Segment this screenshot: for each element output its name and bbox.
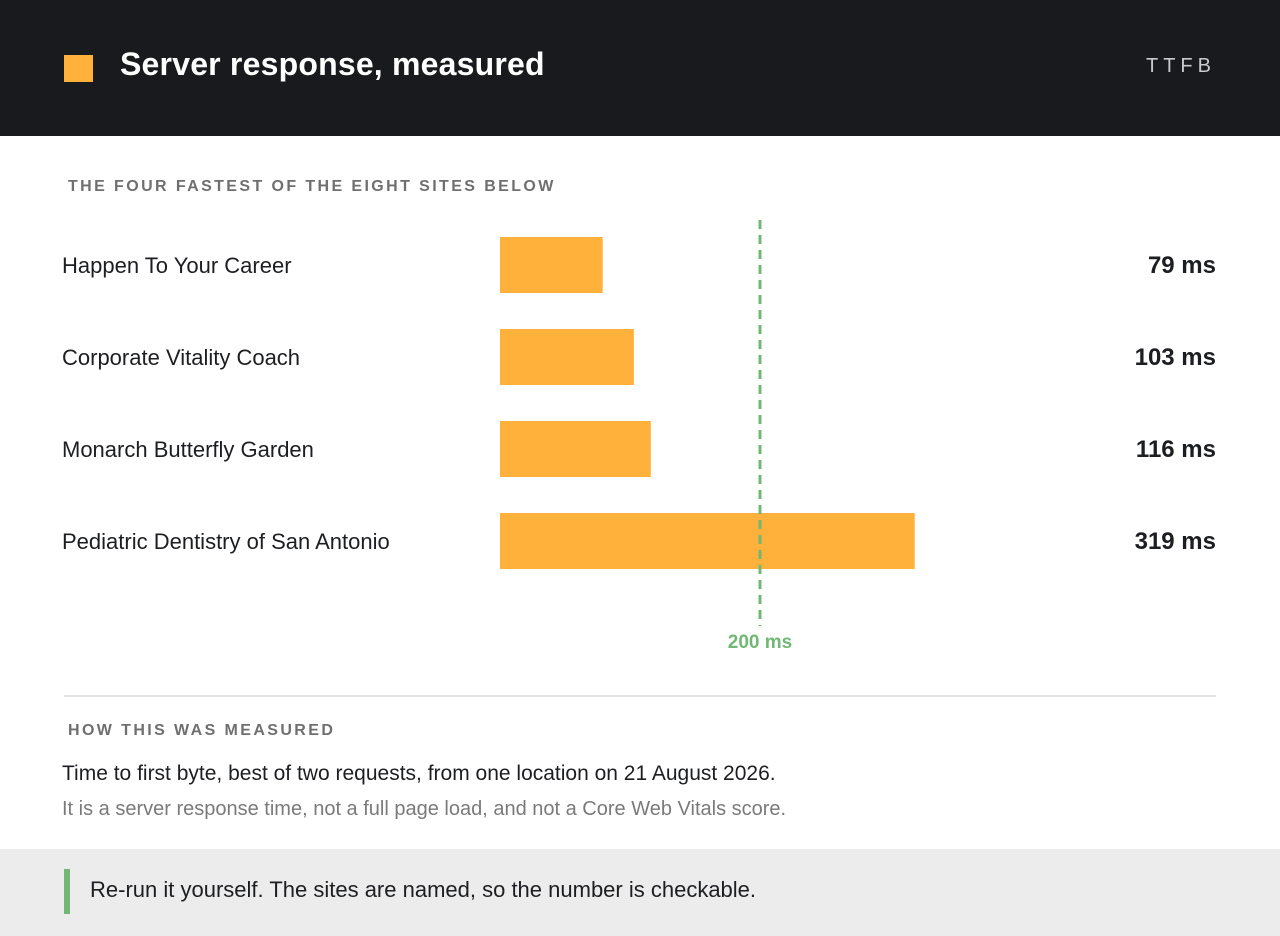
method-section-label: HOW THIS WAS MEASURED (68, 722, 336, 739)
bar-value-label: 79 ms (1148, 252, 1216, 279)
bar (500, 421, 651, 477)
method-caveat: It is a server response time, not a full… (62, 798, 787, 820)
header: Server response, measured TTFB (0, 0, 1280, 136)
bar-category-label: Happen To Your Career (62, 253, 292, 278)
bar-category-label: Monarch Butterfly Garden (62, 437, 314, 462)
chart-section-label: THE FOUR FASTEST OF THE EIGHT SITES BELO… (68, 178, 556, 195)
accent-square-icon (64, 55, 93, 82)
bar-category-label: Corporate Vitality Coach (62, 345, 300, 370)
callout-accent-bar (64, 869, 70, 914)
footer-callout: Re-run it yourself. The sites are named,… (0, 849, 1280, 936)
section-divider (64, 695, 1216, 697)
page-title: Server response, measured (120, 46, 545, 82)
method-description: Time to first byte, best of two requests… (62, 762, 776, 785)
header-tag: TTFB (1146, 55, 1216, 77)
bar-value-label: 116 ms (1136, 436, 1216, 463)
bar (500, 237, 603, 293)
bar (500, 329, 634, 385)
bar-category-label: Pediatric Dentistry of San Antonio (62, 529, 390, 554)
bar (500, 513, 915, 569)
reference-line-label: 200 ms (728, 632, 792, 653)
footer-text: Re-run it yourself. The sites are named,… (90, 877, 757, 902)
bar-value-label: 103 ms (1135, 344, 1216, 371)
bar-value-label: 319 ms (1135, 528, 1216, 555)
ttfb-bar-chart: Happen To Your Career 79 ms Corporate Vita… (62, 220, 1216, 653)
